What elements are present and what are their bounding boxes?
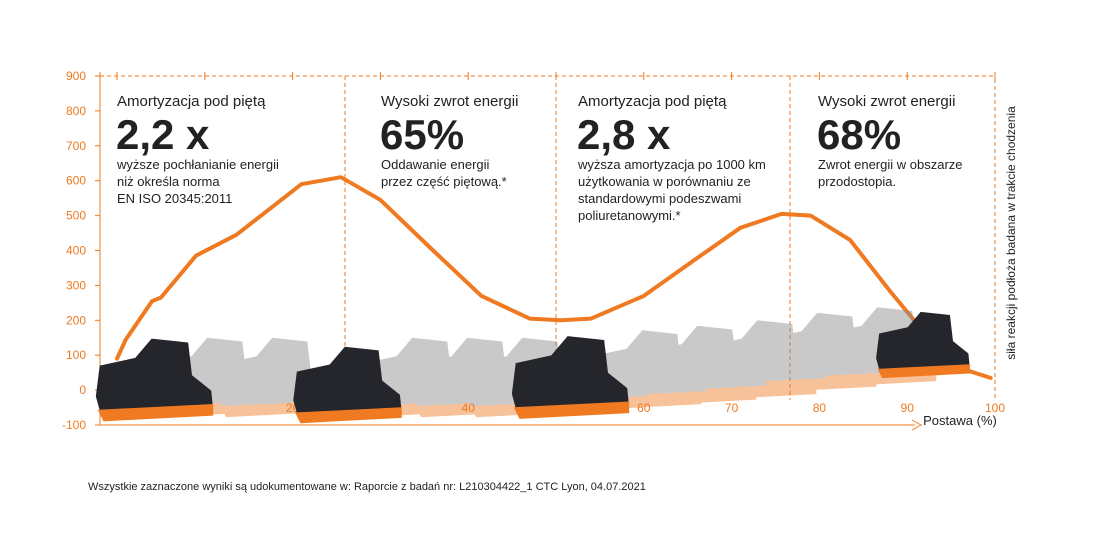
annotation-text: standardowymi podeszwami [578, 191, 741, 206]
y-tick-label: 400 [66, 244, 86, 258]
annotation-text: Oddawanie energii [381, 157, 490, 172]
x-tick-label: 100 [985, 401, 1005, 415]
annotation-value: 65% [380, 111, 464, 158]
boots [95, 307, 970, 424]
annotation-heading: Wysoki zwrot energii [818, 93, 955, 110]
force-curve [115, 175, 993, 380]
footnote: Wszystkie zaznaczone wyniki są udokument… [88, 481, 646, 493]
annotation-heading: Wysoki zwrot energii [381, 93, 518, 110]
annotation-text: niż określa norma [117, 174, 220, 189]
annotation-text: wyższa amortyzacja po 1000 km [577, 157, 766, 172]
annotation-text: przodostopia. [818, 174, 896, 189]
annotation-heading: Amortyzacja pod piętą [578, 93, 727, 110]
x-tick-label: 90 [901, 401, 915, 415]
annotation-text: wyższe pochłanianie energii [116, 157, 279, 172]
axis-arrow [911, 419, 923, 431]
annotation-value: 2,2 x [116, 111, 210, 158]
plot [115, 175, 993, 380]
y-tick-label: 800 [66, 104, 86, 118]
annotation-heading: Amortyzacja pod piętą [117, 93, 266, 110]
annotation-text: przez część piętową.* [381, 174, 507, 189]
annotation-value: 68% [817, 111, 901, 158]
annotation-text: poliuretanowymi.* [578, 208, 681, 223]
y-tick-label: 600 [66, 174, 86, 188]
y-tick-label: 100 [66, 348, 86, 362]
boot [293, 346, 402, 424]
y-tick-label: 0 [79, 383, 86, 397]
y-axis-label: siła reakcji podłoża badana w trakcie ch… [1004, 106, 1018, 360]
y-tick-label: 300 [66, 278, 86, 292]
y-tick-label: 500 [66, 209, 86, 223]
x-tick-label: 70 [725, 401, 739, 415]
y-tick-label: 700 [66, 139, 86, 153]
x-axis-label: Postawa (%) [923, 413, 997, 428]
y-tick-label: 200 [66, 313, 86, 327]
boot [95, 338, 214, 422]
x-tick-label: 80 [813, 401, 827, 415]
y-tick-label: 900 [66, 69, 86, 83]
annotation-value: 2,8 x [577, 111, 671, 158]
annotation-text: EN ISO 20345:2011 [117, 191, 232, 206]
annotation-text: Zwrot energii w obszarze [818, 157, 963, 172]
y-tick-label: -100 [62, 418, 86, 432]
annotation-text: użytkowania w porównaniu ze [578, 174, 751, 189]
